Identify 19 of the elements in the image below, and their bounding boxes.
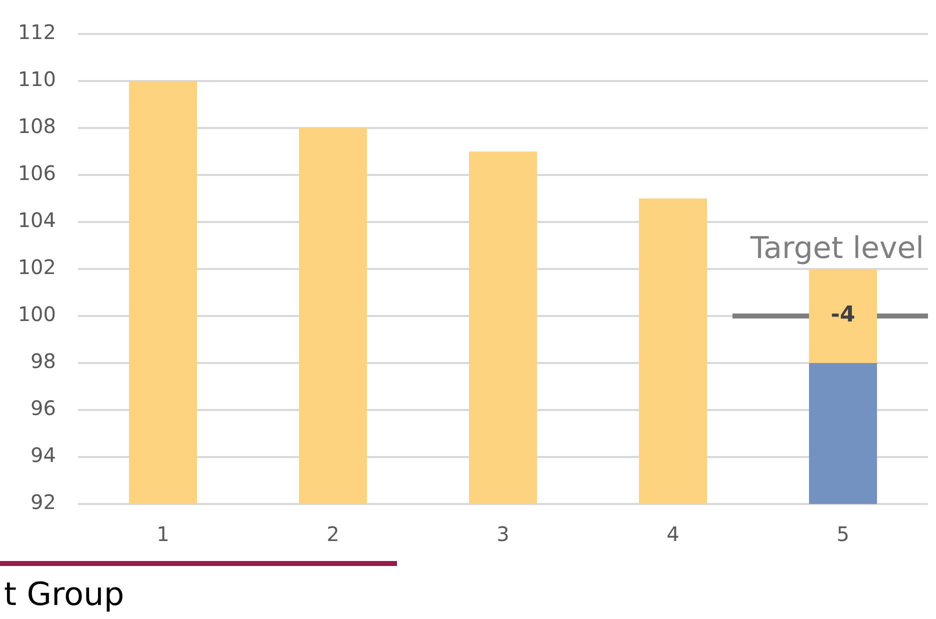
y-tick-label: 98 [30,349,56,374]
x-tick-label: 1 [156,522,170,546]
y-tick-label: 108 [18,114,56,138]
y-tick-label: 112 [18,20,56,44]
y-tick-label: 104 [18,208,56,232]
y-tick-label: 106 [18,161,56,186]
x-tick-label: 5 [836,522,850,546]
y-tick-label: 96 [30,396,56,420]
y-tick-label: 102 [18,255,56,280]
x-tick-label: 2 [326,522,340,546]
x-tick-label: 4 [666,522,680,546]
x-tick-label: 3 [496,522,510,546]
y-tick-label: 94 [30,443,56,468]
y-tick-label: 92 [30,490,56,514]
y-tick-label: 110 [18,67,56,92]
data-label: -4 [830,302,856,328]
text: t Group [4,575,124,613]
y-tick-label: 100 [18,302,56,326]
ref-line-label: Target level [749,231,924,266]
